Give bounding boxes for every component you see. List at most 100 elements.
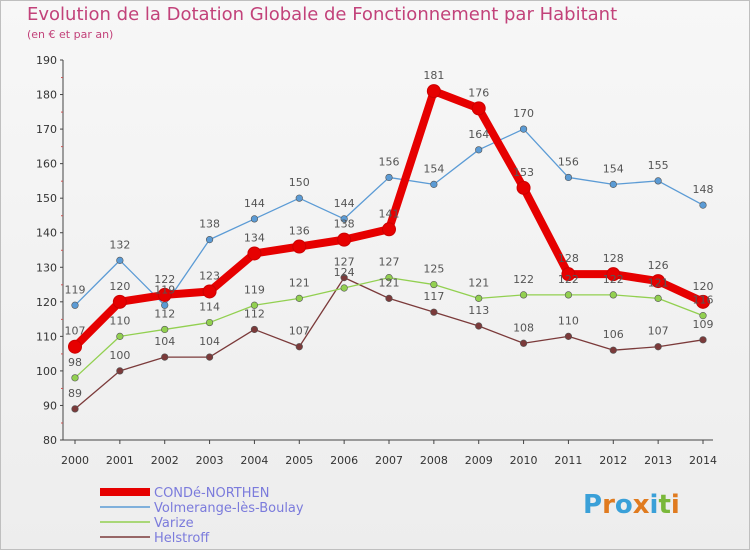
data-point [71,405,79,413]
data-label: 113 [468,304,489,317]
x-tick-label: 2000 [61,454,89,467]
data-label: 154 [603,162,624,175]
data-label: 110 [109,314,130,327]
legend-label: Varize [154,516,194,531]
x-tick-label: 2013 [644,454,672,467]
data-label: 128 [558,252,579,265]
logo-letter: i [670,490,680,520]
data-point [385,294,393,302]
data-label: 122 [603,273,624,286]
axes: 80 90 100 110 120 130 140 150 160 170 180 190 2000 20… [36,54,717,467]
series-layer [68,84,710,413]
data-label: 128 [603,252,624,265]
data-point [564,332,573,340]
data-point [430,280,438,289]
data-label: 112 [244,307,265,320]
data-label: 112 [154,307,175,320]
logo-letter: x [632,490,650,520]
data-label: 117 [423,290,444,303]
data-point [654,294,662,302]
data-point [516,180,531,195]
data-label: 156 [379,155,400,168]
data-label: 104 [199,335,220,348]
data-label: 155 [648,159,669,172]
data-point [295,343,303,351]
y-tick-label: 190 [36,54,57,67]
data-point [205,318,214,327]
y-tick-label: 170 [36,123,57,136]
data-point [475,294,483,302]
data-point [337,232,352,247]
y-tick-label: 80 [43,434,57,447]
data-label: 154 [423,162,444,175]
data-point [430,308,438,316]
data-label: 119 [154,283,175,296]
series-2 [71,274,707,382]
data-label: 138 [199,218,220,231]
data-label: 132 [109,238,130,251]
data-point [561,267,576,282]
data-label: 176 [468,86,489,99]
data-point [430,180,438,188]
data-point [68,339,82,354]
data-point [205,236,214,244]
x-tick-label: 2006 [330,454,358,467]
logo-letter: i [649,490,659,520]
data-label: 100 [109,349,130,362]
data-point [382,222,396,237]
data-point [654,177,662,185]
data-point [606,267,621,282]
x-tick-label: 2003 [196,454,224,467]
data-point [699,201,707,209]
x-tick-label: 2011 [554,454,582,467]
x-tick-label: 2002 [151,454,179,467]
data-point [471,101,486,116]
y-tick-label: 110 [36,330,57,343]
data-label: 122 [513,273,534,286]
data-point [250,301,259,309]
legend-label: CONDé-NORTHEN [154,486,269,501]
data-label: 124 [334,266,355,279]
x-tick-label: 2009 [465,454,493,467]
data-label: 122 [154,273,175,286]
data-label: 104 [154,335,175,348]
x-tick-label: 2008 [420,454,448,467]
data-point [385,173,393,182]
data-label: 119 [244,283,265,296]
logo-letter: r [602,490,615,520]
data-point [519,291,528,299]
data-label: 106 [603,328,624,341]
data-label: 144 [244,197,265,210]
data-point [651,274,666,289]
data-point [475,322,483,330]
data-label: 122 [558,273,579,286]
y-tick-label: 160 [36,158,57,171]
data-point [340,284,348,292]
data-point [161,325,169,334]
y-tick-label: 90 [43,399,57,412]
series-0 [68,84,710,354]
data-label: 134 [244,231,265,244]
data-label: 114 [199,301,220,314]
data-point [205,353,214,361]
data-label: 121 [379,276,400,289]
data-label: 109 [693,318,714,331]
data-label: 125 [423,263,444,276]
data-point [699,312,707,320]
data-label: 153 [513,166,534,179]
data-label: 141 [379,207,400,220]
data-point [295,194,303,202]
data-point [161,301,169,309]
data-label: 107 [289,325,310,338]
data-point [564,291,573,299]
data-point [609,346,617,354]
data-point [161,353,169,361]
data-point [385,274,393,282]
data-point [71,374,79,382]
data-point [112,294,127,309]
data-label: 148 [693,183,714,196]
data-label: 127 [334,256,355,269]
data-label: 108 [513,321,534,334]
data-labels: 107 120 122 123 134 136 138 141 181 176 153 128 128 1… [65,69,714,400]
data-point [609,291,617,299]
